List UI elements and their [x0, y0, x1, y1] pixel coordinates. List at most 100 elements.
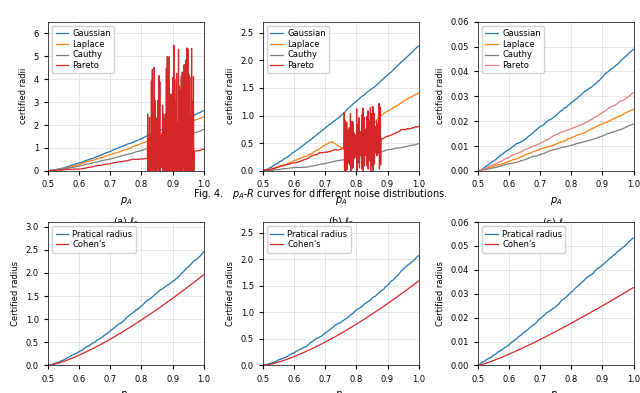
Legend: Pratical radius, Cohen's: Pratical radius, Cohen's: [52, 226, 136, 253]
Cohen's: [333, 333, 340, 338]
Laplace: [411, 93, 419, 97]
Text: (a) $\ell_1$: (a) $\ell_1$: [113, 216, 139, 230]
Line: Pratical radius: Pratical radius: [48, 252, 204, 365]
Laplace: [343, 147, 351, 152]
Laplace: [474, 169, 482, 173]
Legend: Gaussian, Laplace, Cauthy, Pareto: Gaussian, Laplace, Cauthy, Pareto: [482, 26, 544, 73]
Line: Gaussian: Gaussian: [48, 111, 204, 171]
Gaussian: [351, 99, 359, 104]
Laplace: [602, 120, 609, 125]
Pratical radius: [567, 290, 575, 295]
Laplace: [415, 91, 422, 95]
Gaussian: [548, 116, 556, 121]
Pareto: [196, 148, 204, 152]
Gaussian: [548, 117, 556, 121]
Pratical radius: [118, 320, 126, 324]
Gaussian: [626, 50, 634, 55]
Y-axis label: certified radii: certified radii: [226, 68, 236, 125]
Line: Pratical radius: Pratical radius: [263, 256, 419, 365]
Pareto: [602, 108, 609, 113]
Gaussian: [119, 144, 127, 149]
Laplace: [44, 169, 52, 173]
Cauthy: [548, 148, 556, 152]
Cohen's: [548, 331, 556, 336]
Cauthy: [558, 145, 566, 150]
Line: Laplace: Laplace: [48, 117, 204, 171]
Cauthy: [387, 147, 394, 152]
Pratical radius: [415, 253, 422, 258]
Line: Gaussian: Gaussian: [478, 49, 634, 171]
Cohen's: [259, 363, 267, 368]
Laplace: [558, 140, 566, 144]
Line: Pratical radius: Pratical radius: [478, 238, 634, 365]
Gaussian: [415, 44, 422, 48]
Pareto: [344, 146, 351, 151]
Laplace: [118, 149, 125, 153]
Gaussian: [602, 72, 609, 76]
Line: Gaussian: Gaussian: [263, 46, 419, 171]
Cauthy: [334, 158, 342, 163]
Laplace: [630, 107, 637, 112]
Cauthy: [259, 169, 267, 173]
Y-axis label: Certified radius: Certified radius: [226, 261, 236, 326]
Pareto: [128, 157, 136, 162]
X-axis label: $p_A$: $p_A$: [550, 195, 562, 207]
Pratical radius: [549, 306, 557, 311]
Cohen's: [44, 363, 52, 368]
Cohen's: [119, 329, 127, 334]
Cauthy: [474, 169, 482, 173]
X-axis label: $p_A$: $p_A$: [550, 389, 562, 393]
Pareto: [375, 101, 383, 106]
Laplace: [259, 169, 267, 173]
Cauthy: [196, 129, 204, 134]
Pareto: [259, 169, 267, 173]
Cohen's: [200, 273, 207, 277]
Pratical radius: [259, 363, 267, 368]
Cauthy: [172, 138, 179, 142]
Cauthy: [333, 158, 341, 163]
Line: Laplace: Laplace: [263, 93, 419, 171]
Cohen's: [626, 288, 634, 292]
Cohen's: [196, 275, 204, 280]
Laplace: [626, 109, 634, 114]
Line: Cohen's: Cohen's: [263, 281, 419, 365]
X-axis label: $p_A$: $p_A$: [120, 389, 132, 393]
X-axis label: $p_A$: $p_A$: [120, 195, 132, 207]
Cohen's: [343, 327, 351, 332]
Pratical radius: [45, 363, 52, 368]
Line: Laplace: Laplace: [478, 109, 634, 171]
Laplace: [119, 148, 127, 153]
Pareto: [548, 135, 556, 140]
Gaussian: [343, 107, 351, 112]
Pareto: [334, 148, 342, 152]
Line: Cauthy: Cauthy: [48, 129, 204, 171]
Pratical radius: [44, 363, 52, 368]
Gaussian: [200, 108, 207, 113]
Pratical radius: [343, 316, 351, 321]
Gaussian: [334, 116, 342, 121]
Pratical radius: [119, 319, 127, 323]
Pratical radius: [474, 363, 482, 368]
Cohen's: [118, 330, 125, 335]
Gaussian: [566, 101, 574, 106]
Line: Pareto: Pareto: [48, 45, 204, 209]
Pareto: [559, 130, 566, 134]
Gaussian: [137, 137, 145, 141]
Pratical radius: [559, 298, 566, 302]
Pratical radius: [333, 322, 340, 327]
Cauthy: [200, 127, 207, 132]
Pareto: [200, 147, 207, 152]
Cohen's: [630, 285, 637, 290]
Cauthy: [119, 153, 127, 158]
Cauthy: [626, 123, 634, 128]
Y-axis label: Certified radius: Certified radius: [436, 261, 445, 326]
Pareto: [333, 147, 340, 152]
Cauthy: [260, 169, 268, 173]
Pratical radius: [129, 310, 136, 315]
Cauthy: [602, 132, 609, 137]
Text: (c) $\ell_\infty$: (c) $\ell_\infty$: [542, 216, 569, 229]
Line: Pareto: Pareto: [263, 104, 419, 178]
Gaussian: [411, 47, 419, 52]
Laplace: [334, 143, 342, 148]
Pratical radius: [630, 236, 637, 241]
